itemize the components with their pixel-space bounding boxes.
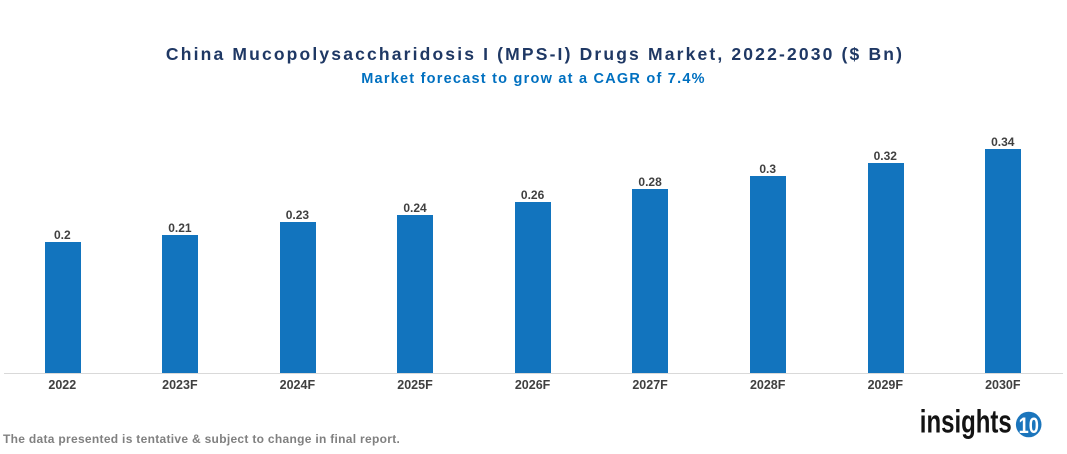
svg-text:insights: insights	[920, 404, 1012, 440]
svg-text:10: 10	[1019, 415, 1039, 439]
